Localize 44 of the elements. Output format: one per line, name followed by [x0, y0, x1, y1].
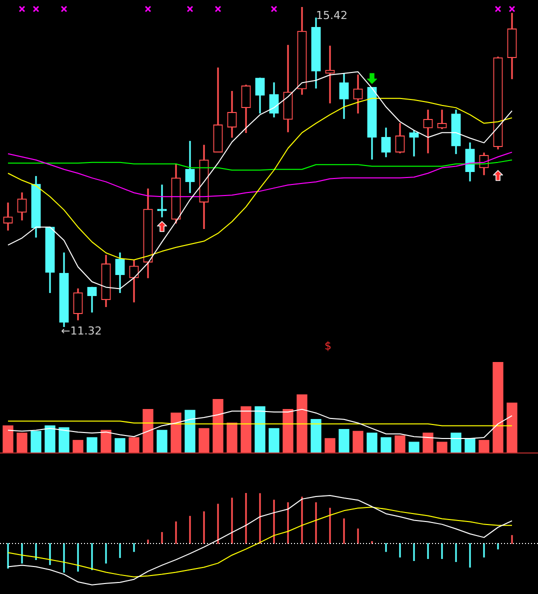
bar: [114, 438, 126, 453]
bar: [380, 437, 392, 453]
bar: [142, 408, 154, 453]
bar: [58, 427, 70, 453]
candlestick: [3, 202, 13, 231]
bar: [478, 440, 490, 453]
bar: [16, 432, 28, 453]
candlestick: [409, 130, 419, 156]
candlestick: [157, 184, 167, 218]
bar: [506, 402, 518, 453]
bar: [128, 437, 140, 453]
bar: [198, 428, 210, 453]
bar: [268, 428, 280, 453]
bar: [450, 432, 462, 453]
bar: [436, 442, 448, 453]
bar: [44, 425, 56, 453]
bar: [282, 408, 294, 453]
bar: [226, 422, 238, 453]
bar: [240, 406, 252, 453]
bar: [156, 430, 168, 453]
bar: [464, 438, 476, 453]
bar: [366, 432, 378, 453]
text: $: [324, 339, 332, 352]
bar: [100, 430, 112, 453]
bar: [254, 406, 266, 453]
bar: [310, 419, 322, 453]
bar: [408, 442, 420, 453]
bar: [184, 410, 196, 453]
bar: [338, 429, 350, 453]
candlestick: [423, 110, 433, 154]
annotation: ←11.32: [61, 324, 102, 338]
bar: [72, 440, 84, 453]
bar: [422, 432, 434, 453]
bar: [30, 430, 42, 453]
bar: [492, 362, 504, 453]
bar: [352, 430, 364, 453]
bar: [86, 437, 98, 453]
bar: [394, 435, 406, 453]
bar: [324, 438, 336, 453]
annotation: 15.42: [316, 8, 348, 22]
bar: [296, 394, 308, 453]
bar: [212, 398, 224, 453]
bar: [170, 412, 182, 453]
bar: [2, 425, 14, 453]
